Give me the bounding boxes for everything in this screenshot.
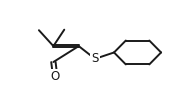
Text: O: O — [50, 70, 60, 83]
Text: S: S — [91, 52, 99, 65]
